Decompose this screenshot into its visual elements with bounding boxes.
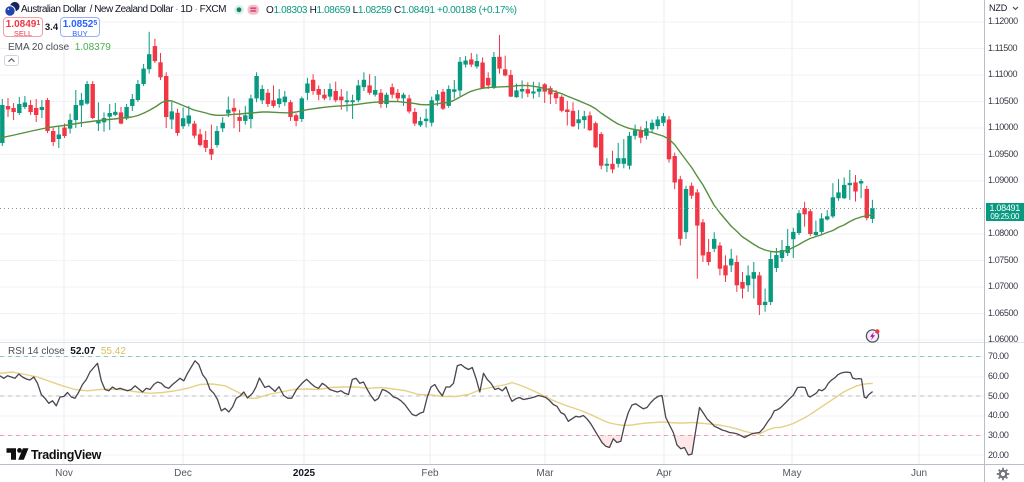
- svg-text:TradingView: TradingView: [31, 448, 102, 462]
